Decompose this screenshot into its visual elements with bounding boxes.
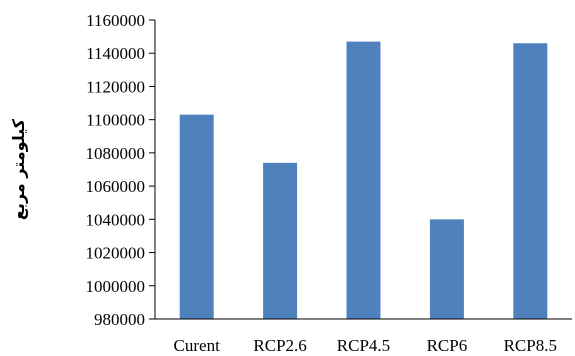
y-tick-label: 980000 [94,310,145,329]
y-axis-ticks: 980000 1000000 1020000 1040000 1060000 108000… [86,11,155,329]
axes [154,20,572,320]
y-tick-label: 1120000 [86,77,145,96]
y-tick-label: 1000000 [86,277,146,296]
bar [513,43,548,319]
bar [346,41,381,319]
y-axis-title: کیلومتر مربع [9,118,28,220]
y-tick-label: 1160000 [86,11,145,30]
x-tick-label: RCP8.5 [504,336,557,355]
x-tick-label: RCP2.6 [253,336,306,355]
x-tick-label: RCP4.5 [337,336,390,355]
y-tick-label: 1100000 [86,111,145,130]
bar [179,114,214,319]
y-tick-label: 1020000 [86,244,146,263]
x-tick-label: Curent [174,336,221,355]
bars [179,41,548,319]
bar [429,219,464,319]
x-axis-labels: Curent RCP2.6 RCP4.5 RCP6 RCP8.5 [174,336,557,355]
y-tick-label: 1040000 [86,210,146,229]
y-tick-label: 1060000 [86,177,146,196]
x-tick-label: RCP6 [427,336,468,355]
y-tick-label: 1140000 [86,44,145,63]
y-tick-label: 1080000 [86,144,146,163]
bar [263,162,298,319]
